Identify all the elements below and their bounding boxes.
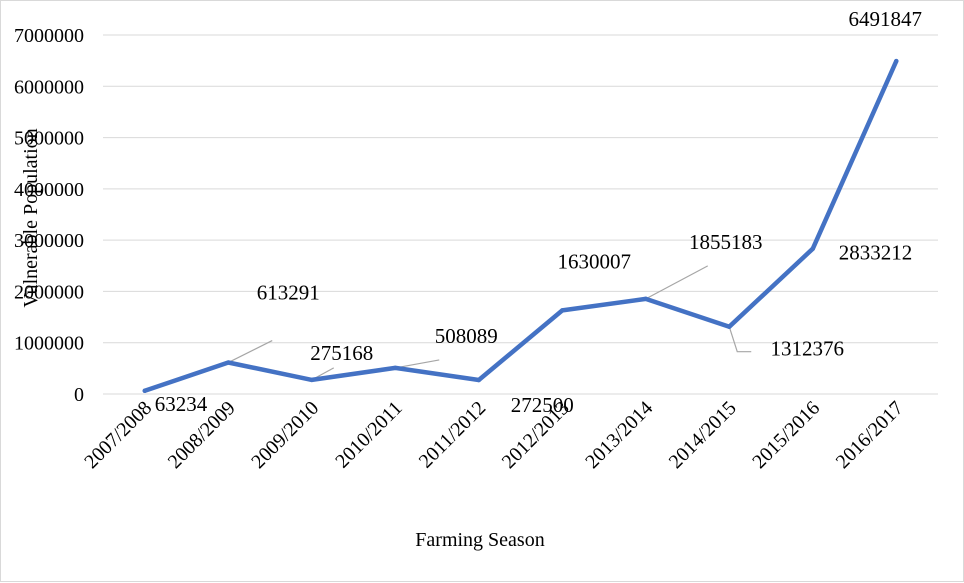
y-tick-label: 1000000 <box>14 333 84 355</box>
y-tick-label: 6000000 <box>14 76 84 98</box>
y-tick-label: 7000000 <box>14 25 84 47</box>
gridlines <box>103 34 938 395</box>
data-label: 1630007 <box>558 249 632 273</box>
x-tick-label: 2010/2011 <box>331 397 407 473</box>
x-axis-title: Farming Season <box>415 529 544 551</box>
x-tick-label: 2015/2016 <box>748 397 824 473</box>
data-point <box>226 360 231 365</box>
series-layer <box>142 58 899 394</box>
x-tick-label: 2013/2014 <box>581 397 657 473</box>
series-line <box>142 58 899 394</box>
data-point <box>560 308 565 313</box>
x-tick-label: 2007/2008 <box>80 397 156 473</box>
y-tick-label: 2000000 <box>14 281 84 303</box>
data-point <box>142 388 147 393</box>
data-label: 275168 <box>310 341 373 365</box>
data-label: 1312376 <box>771 337 845 361</box>
leader-line <box>645 265 709 300</box>
data-point <box>476 377 481 383</box>
data-label: 1855183 <box>689 230 763 254</box>
data-label: 508089 <box>435 324 498 348</box>
y-tick-label: 3000000 <box>14 230 84 252</box>
leader-line <box>728 326 752 353</box>
data-label: 63234 <box>155 392 208 416</box>
leader-line <box>395 359 440 369</box>
x-tick-label: 2016/2017 <box>832 397 908 473</box>
data-label: 2833212 <box>839 241 913 265</box>
y-tick-label: 5000000 <box>14 128 84 150</box>
data-point <box>727 324 732 329</box>
y-axis-tick-labels: 0 1000000 2000000 3000000 4000000 5000000 6000… <box>14 25 84 406</box>
x-tick-label: 2009/2010 <box>247 397 323 473</box>
leader-line <box>227 340 273 364</box>
x-tick-label: 2011/2012 <box>415 397 491 473</box>
data-point <box>894 58 899 64</box>
data-labels: 63234 613291 275168 508089 272500 1630007 1855… <box>155 7 922 417</box>
x-tick-label: 2014/2015 <box>665 397 741 473</box>
y-tick-label: 4000000 <box>14 179 84 201</box>
y-axis-title: Vulnerable Population <box>20 128 42 307</box>
data-label: 6491847 <box>849 7 923 31</box>
data-point <box>643 296 648 302</box>
data-label: 613291 <box>257 281 320 305</box>
y-tick-label: 0 <box>74 384 84 406</box>
data-label: 272500 <box>511 393 574 417</box>
data-point <box>309 377 314 383</box>
data-point <box>810 246 815 251</box>
data-point <box>393 365 398 371</box>
